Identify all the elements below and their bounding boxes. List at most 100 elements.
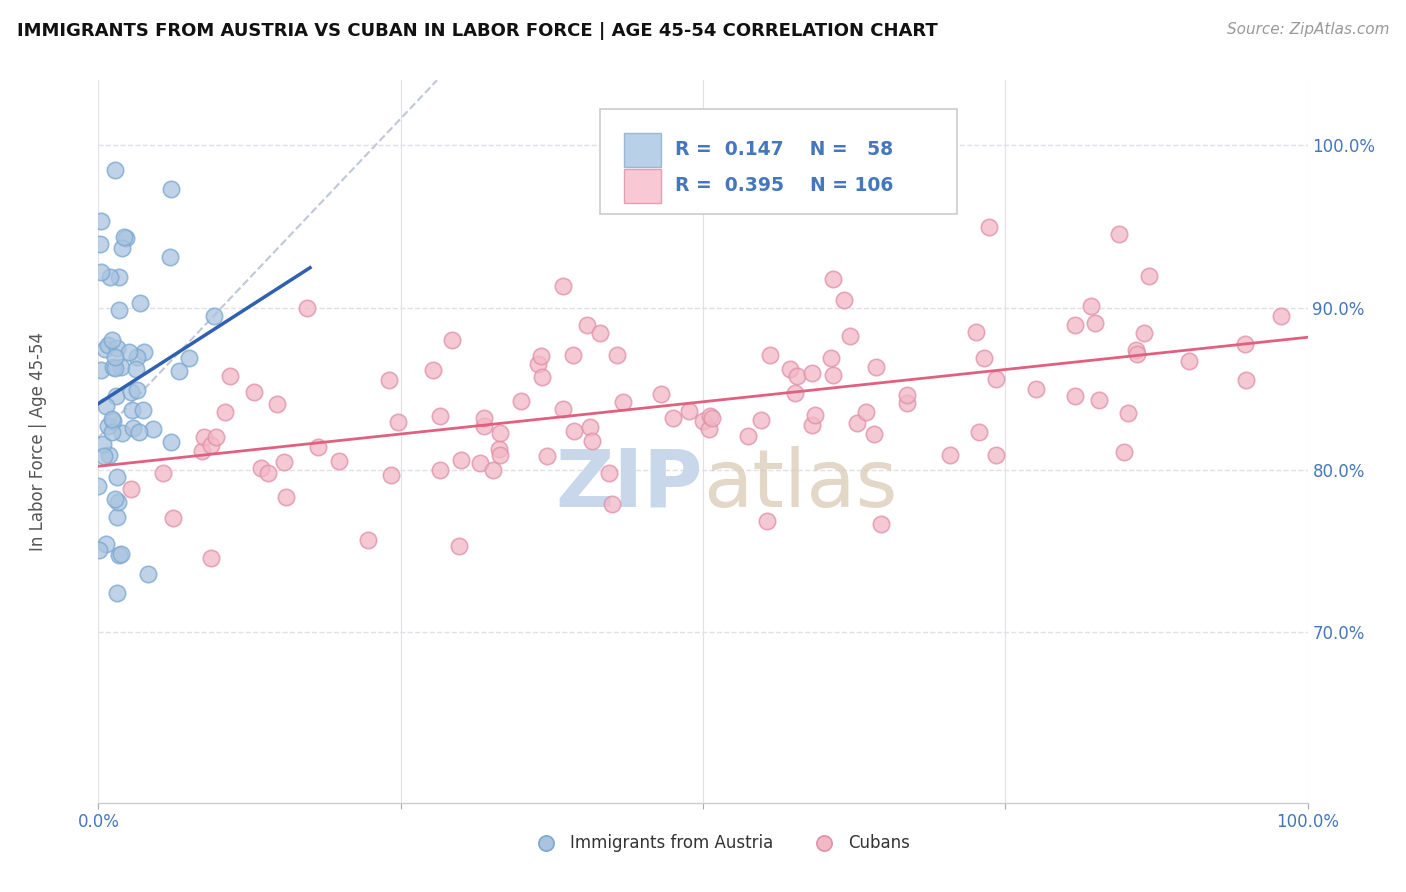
Point (104, 389, 127, 403)
Point (121, 421, 143, 435)
Point (759, 349, 782, 363)
Point (105, 510, 128, 524)
Point (865, 360, 887, 375)
Point (129, 296, 152, 310)
Point (136, 567, 159, 582)
Point (530, 349, 553, 363)
Point (107, 495, 129, 509)
Text: IMMIGRANTS FROM AUSTRIA VS CUBAN IN LABOR FORCE | AGE 45-54 CORRELATION CHART: IMMIGRANTS FROM AUSTRIA VS CUBAN IN LABO… (17, 22, 938, 40)
Point (1270, 309, 1292, 323)
Point (200, 438, 222, 452)
Point (257, 466, 280, 480)
Point (939, 448, 962, 462)
Point (93, 449, 115, 463)
Point (896, 388, 918, 402)
Point (1025, 382, 1047, 396)
Point (177, 351, 200, 366)
Point (162, 510, 184, 524)
Point (839, 328, 862, 343)
Point (266, 397, 288, 411)
Point (979, 220, 1001, 235)
Point (112, 229, 135, 244)
Point (377, 373, 399, 387)
Text: In Labor Force | Age 45-54: In Labor Force | Age 45-54 (30, 332, 46, 551)
Point (1234, 373, 1257, 387)
Point (489, 448, 512, 462)
Point (553, 278, 575, 293)
Text: R =  0.147    N =   58: R = 0.147 N = 58 (675, 140, 893, 160)
Point (127, 351, 149, 365)
Point (692, 414, 714, 428)
Point (134, 344, 156, 359)
Point (205, 430, 228, 444)
Point (562, 424, 585, 438)
Point (1125, 343, 1147, 358)
Point (1126, 347, 1149, 361)
Point (104, 350, 127, 364)
Point (801, 366, 824, 380)
Text: R =  0.395    N = 106: R = 0.395 N = 106 (675, 177, 894, 195)
Point (650, 387, 672, 401)
Point (103, 163, 125, 178)
Text: Cubans: Cubans (848, 833, 910, 852)
Point (274, 490, 297, 504)
Point (159, 250, 181, 264)
Point (1132, 326, 1154, 340)
Point (562, 349, 585, 363)
Point (108, 548, 131, 562)
Point (128, 425, 150, 439)
Text: Source: ZipAtlas.com: Source: ZipAtlas.com (1226, 22, 1389, 37)
Point (193, 430, 215, 444)
Point (1112, 445, 1135, 459)
Point (104, 492, 127, 507)
Point (152, 466, 174, 480)
Point (699, 409, 721, 423)
Point (804, 408, 827, 422)
Point (169, 363, 191, 377)
Point (973, 351, 995, 366)
Point (969, 425, 991, 439)
Point (612, 395, 634, 409)
Point (965, 325, 987, 339)
Point (440, 333, 463, 347)
Point (96, 399, 118, 413)
Point (89, 542, 111, 557)
Point (678, 403, 700, 417)
Point (104, 361, 127, 376)
Point (832, 293, 855, 308)
Point (120, 482, 142, 496)
Point (470, 456, 492, 470)
Point (1178, 353, 1201, 368)
Point (662, 411, 685, 425)
Point (1080, 299, 1102, 313)
Point (1233, 336, 1256, 351)
Point (101, 412, 124, 426)
Point (160, 434, 183, 449)
Point (1116, 407, 1139, 421)
Point (108, 270, 131, 285)
Point (97, 448, 120, 462)
Text: atlas: atlas (703, 446, 897, 524)
Point (98, 269, 121, 284)
Point (984, 372, 1007, 386)
Point (600, 497, 623, 511)
Point (121, 403, 143, 417)
Point (702, 410, 724, 425)
Point (579, 420, 602, 434)
Point (581, 434, 603, 449)
Point (125, 384, 148, 398)
Point (97, 337, 120, 351)
Point (214, 405, 236, 419)
Point (447, 539, 470, 553)
Point (87, 479, 110, 493)
Point (200, 551, 222, 566)
Text: Immigrants from Austria: Immigrants from Austria (569, 833, 773, 852)
Point (387, 415, 409, 429)
Point (984, 448, 1007, 462)
Point (295, 301, 318, 315)
Point (90, 214, 112, 228)
Point (429, 409, 451, 423)
Point (101, 414, 124, 428)
Point (755, 514, 778, 528)
Point (89, 237, 111, 252)
